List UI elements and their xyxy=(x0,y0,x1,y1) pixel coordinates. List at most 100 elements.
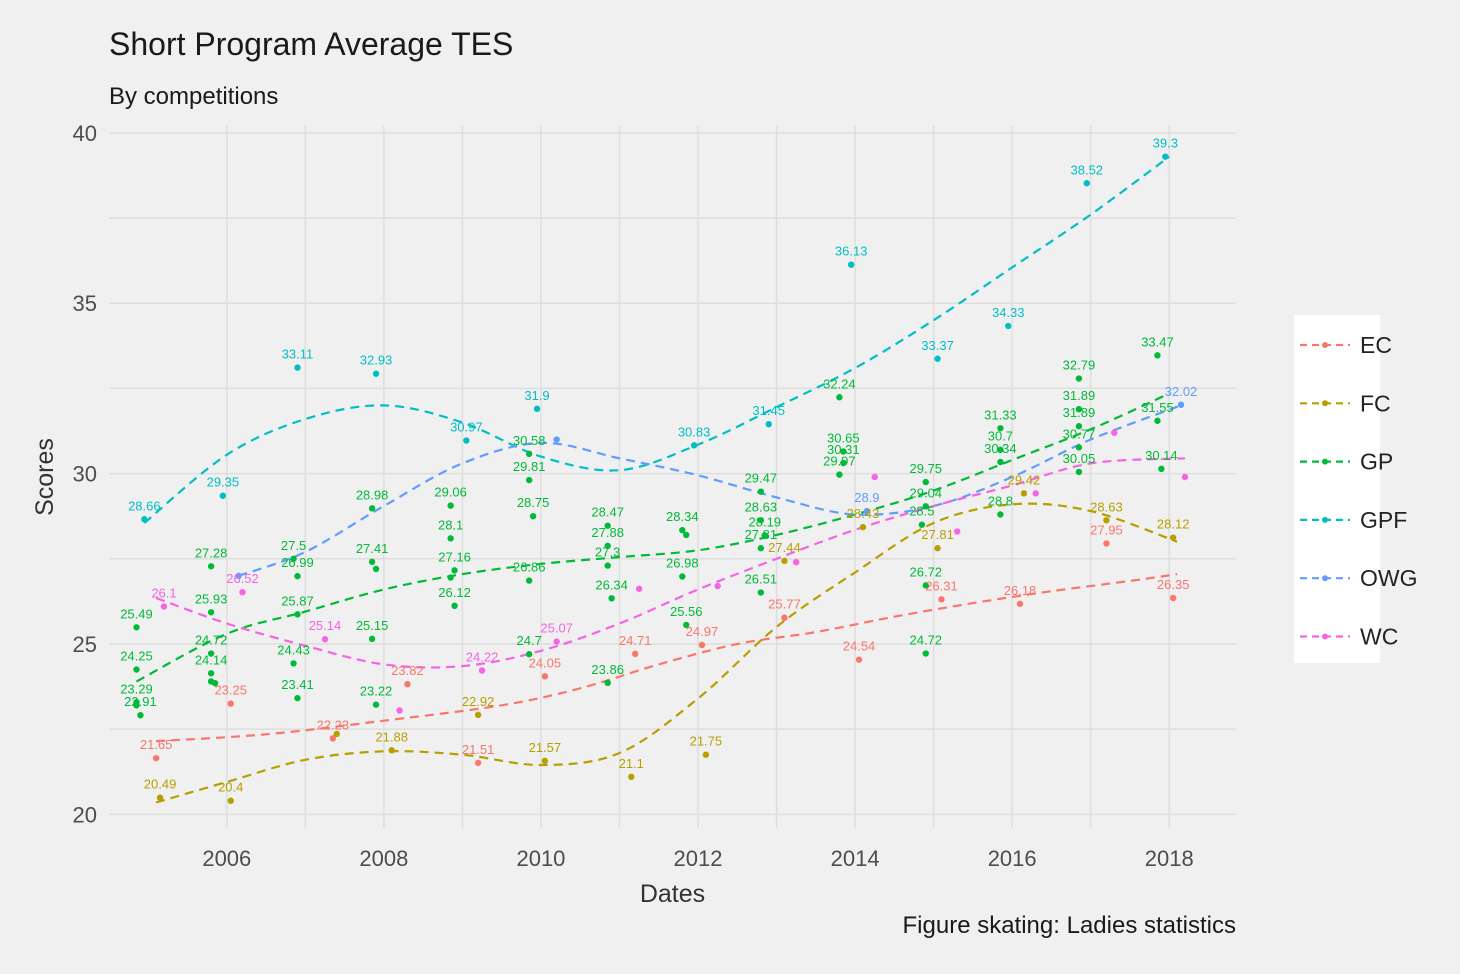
data-point-gp xyxy=(679,573,686,580)
data-label-gp: 30.77 xyxy=(1063,426,1096,441)
x-tick-label: 2008 xyxy=(359,846,408,871)
data-point-gp xyxy=(372,565,380,573)
chart-title: Short Program Average TES xyxy=(109,26,514,62)
x-tick-label: 2016 xyxy=(988,846,1037,871)
legend-label-gp: GP xyxy=(1360,449,1393,475)
x-axis-title: Dates xyxy=(640,880,705,908)
data-label-gp: 25.49 xyxy=(120,606,153,621)
data-point-fc xyxy=(628,773,635,781)
data-points xyxy=(133,153,1189,804)
data-point-wc xyxy=(792,558,800,566)
trend-line-fc xyxy=(155,502,1178,804)
data-label-gp: 23.86 xyxy=(591,662,624,677)
data-label-gpf: 36.13 xyxy=(835,244,868,259)
chart-caption: Figure skating: Ladies statistics xyxy=(902,912,1236,939)
y-axis-title: Scores xyxy=(31,438,59,516)
data-label-gp: 27.5 xyxy=(281,538,306,553)
data-point-ec xyxy=(781,614,788,621)
data-label-gp: 32.79 xyxy=(1063,358,1096,373)
data-label-fc: 22.92 xyxy=(462,694,495,709)
data-point-wc xyxy=(1181,473,1189,481)
data-point-gp xyxy=(207,650,215,657)
data-point-gp xyxy=(451,602,458,610)
x-tick-label: 2018 xyxy=(1145,846,1194,871)
data-point-gp xyxy=(997,511,1004,518)
data-label-gp: 24.7 xyxy=(517,633,542,648)
data-point-fc xyxy=(1169,534,1177,541)
data-label-ec: 21.51 xyxy=(462,742,495,757)
data-point-gp xyxy=(1075,468,1083,476)
data-point-gp xyxy=(1075,444,1083,451)
data-point-gp xyxy=(294,572,301,580)
data-label-gp: 23.29 xyxy=(120,681,153,696)
data-point-gpf xyxy=(294,364,301,371)
data-point-gp xyxy=(294,694,301,702)
data-point-gpf xyxy=(1162,153,1169,160)
data-label-fc: 28.12 xyxy=(1157,517,1190,532)
data-label-gpf: 33.37 xyxy=(921,338,954,353)
y-tick-label: 35 xyxy=(73,291,97,316)
data-label-gp: 25.93 xyxy=(195,591,228,606)
data-point-gp xyxy=(608,595,615,602)
data-label-gp: 30.14 xyxy=(1145,448,1178,463)
data-label-fc: 20.4 xyxy=(218,780,243,795)
axes: 20 25 30 35 40 2006 2008 2010 2012 2014 2016 2018 Da… xyxy=(31,121,1194,908)
data-point-fc xyxy=(388,747,395,754)
data-label-fc: 28.43 xyxy=(847,506,880,521)
data-label-gp: 30.7 xyxy=(988,429,1013,444)
data-point-fc xyxy=(934,545,941,552)
data-point-gp xyxy=(447,502,454,509)
data-point-gp xyxy=(211,679,219,687)
data-point-ec xyxy=(152,754,160,762)
data-label-gp: 29.75 xyxy=(910,461,943,476)
data-label-gpf: 28.66 xyxy=(128,498,161,513)
data-label-gp: 26.86 xyxy=(513,560,546,575)
data-point-gp xyxy=(1154,417,1161,424)
data-point-gp xyxy=(604,679,611,687)
data-point-gp xyxy=(1075,375,1083,382)
trend-line-gp xyxy=(135,392,1170,683)
data-point-fc xyxy=(474,711,482,719)
data-point-ec xyxy=(698,641,706,649)
data-point-gp xyxy=(836,394,843,401)
y-tick-label: 25 xyxy=(73,632,97,657)
data-point-owg xyxy=(235,572,242,580)
data-point-wc xyxy=(635,585,643,592)
data-point-ec xyxy=(541,673,549,680)
data-point-ec xyxy=(329,735,337,742)
x-tick-label: 2014 xyxy=(831,846,880,871)
data-label-gp: 28.75 xyxy=(517,495,550,510)
data-label-ec: 25.77 xyxy=(768,597,801,612)
data-point-wc xyxy=(160,603,168,610)
data-label-gp: 31.55 xyxy=(1141,400,1174,415)
data-point-gpf xyxy=(463,437,470,444)
data-label-ec: 23.82 xyxy=(391,663,424,678)
data-label-gp: 26.98 xyxy=(666,556,699,571)
data-point-gp xyxy=(997,446,1004,453)
legend-point-wc xyxy=(1322,633,1328,640)
point-labels: 21.65 23.25 22.23 23.82 21.51 24.05 24.71 24.97… xyxy=(120,136,1197,795)
legend-box xyxy=(1294,315,1380,663)
data-point-gp xyxy=(683,531,690,539)
data-point-wc xyxy=(239,588,246,596)
data-label-gp: 29.04 xyxy=(910,485,943,500)
data-point-gp xyxy=(451,567,458,574)
legend: EC FC GP GPF OWG WC xyxy=(1294,315,1418,663)
data-point-fc xyxy=(227,797,234,804)
trend-line-owg xyxy=(238,404,1182,577)
data-point-gp xyxy=(447,535,454,542)
data-label-owg: 28.9 xyxy=(854,490,879,505)
data-label-gp: 23.41 xyxy=(281,677,314,692)
data-label-gp: 29.97 xyxy=(823,454,856,469)
data-point-gp xyxy=(529,512,537,520)
data-point-gp xyxy=(368,505,376,512)
data-point-gp xyxy=(683,621,690,629)
legend-label-owg: OWG xyxy=(1360,565,1418,591)
data-point-gp xyxy=(1154,352,1161,359)
data-point-gpf xyxy=(533,405,541,413)
data-point-gp xyxy=(836,471,843,478)
data-label-gp: 25.56 xyxy=(670,604,703,619)
data-point-fc xyxy=(1103,517,1110,524)
data-point-gp xyxy=(290,660,297,667)
legend-point-ec xyxy=(1322,342,1328,348)
